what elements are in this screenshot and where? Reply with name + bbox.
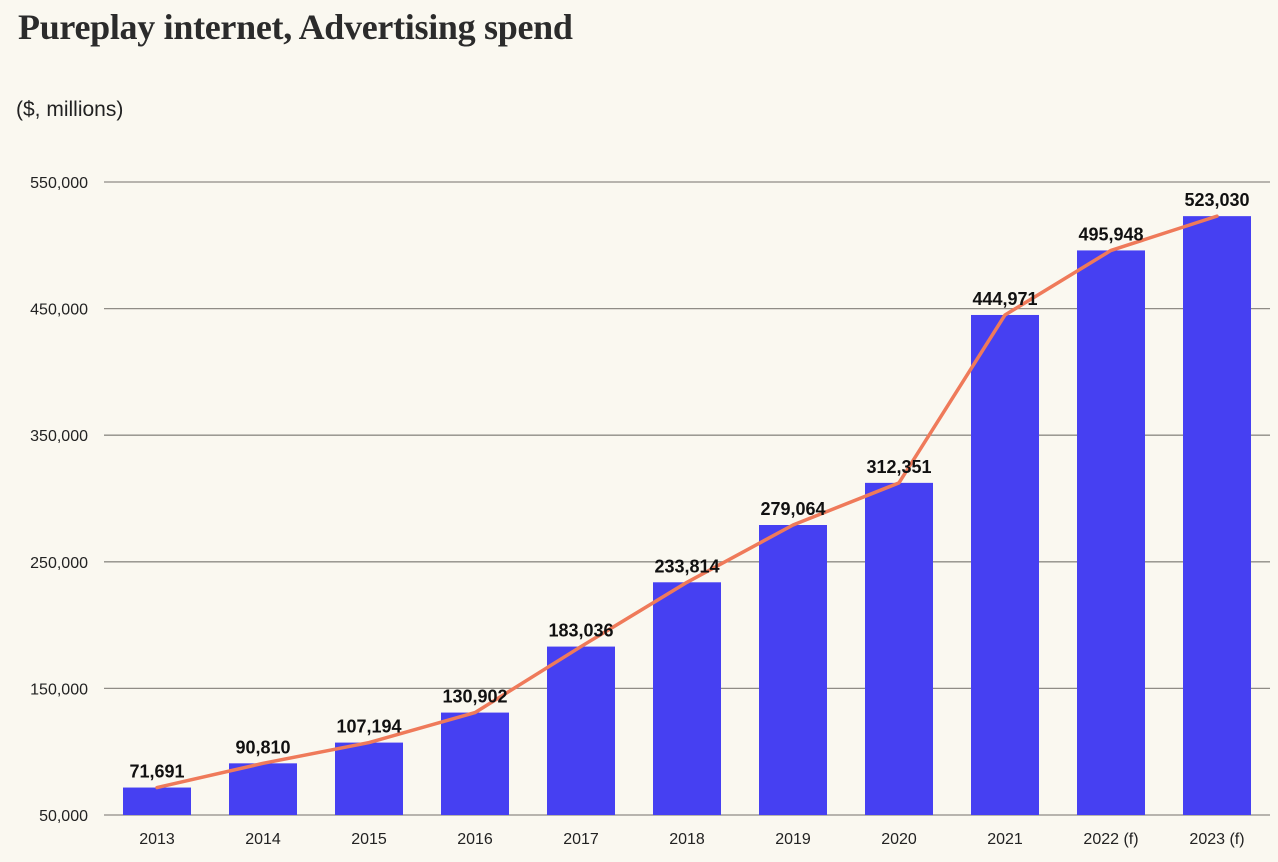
bar [547, 646, 615, 815]
data-label: 495,948 [1078, 224, 1143, 244]
data-label: 71,691 [129, 762, 184, 782]
x-tick-label: 2015 [351, 831, 387, 848]
x-tick-label: 2020 [881, 831, 917, 848]
y-tick-label: 250,000 [30, 555, 88, 572]
x-tick-label: 2018 [669, 831, 705, 848]
bar [653, 582, 721, 815]
x-tick-label: 2014 [245, 831, 281, 848]
data-label: 183,036 [548, 621, 613, 641]
data-label: 312,351 [866, 457, 931, 477]
data-label: 233,814 [654, 556, 719, 576]
trend-line-group [155, 214, 1219, 790]
bar [1183, 216, 1251, 815]
x-tick-label: 2023 (f) [1189, 831, 1244, 848]
chart-title: Pureplay internet, Advertising spend [18, 7, 573, 47]
data-label: 523,030 [1184, 190, 1249, 210]
data-label: 90,810 [235, 737, 290, 757]
data-label: 279,064 [760, 499, 825, 519]
y-tick-label: 450,000 [30, 302, 88, 319]
bar [1077, 250, 1145, 816]
bar [759, 525, 827, 815]
x-axis-ticks: 2013 2014 2015 2016 2017 2018 2019 2020 2021 2022… [139, 831, 1244, 848]
data-label: 107,194 [336, 717, 401, 737]
x-tick-label: 2013 [139, 831, 175, 848]
data-label: 130,902 [442, 687, 507, 707]
x-tick-label: 2019 [775, 831, 811, 848]
y-axis-ticks: 50,000 150,000 250,000 350,000 450,000 550,00… [30, 175, 88, 825]
data-label: 444,971 [972, 289, 1037, 309]
y-tick-label: 150,000 [30, 681, 88, 698]
x-tick-label: 2022 (f) [1083, 831, 1138, 848]
y-tick-label: 350,000 [30, 428, 88, 445]
x-tick-label: 2021 [987, 831, 1023, 848]
bar [229, 763, 297, 815]
trend-line [155, 214, 1219, 790]
chart-subtitle: ($, millions) [16, 98, 124, 121]
x-tick-label: 2017 [563, 831, 599, 848]
y-tick-label: 550,000 [30, 175, 88, 192]
bar [971, 314, 1039, 815]
bar [123, 787, 191, 815]
x-tick-label: 2016 [457, 831, 493, 848]
bar [865, 482, 933, 815]
bar [335, 742, 403, 815]
y-tick-label: 50,000 [39, 808, 88, 825]
bars [123, 216, 1251, 816]
data-labels: 71,691 90,810 107,194 130,902 183,036 233,814… [129, 190, 1249, 781]
bar [441, 712, 509, 815]
